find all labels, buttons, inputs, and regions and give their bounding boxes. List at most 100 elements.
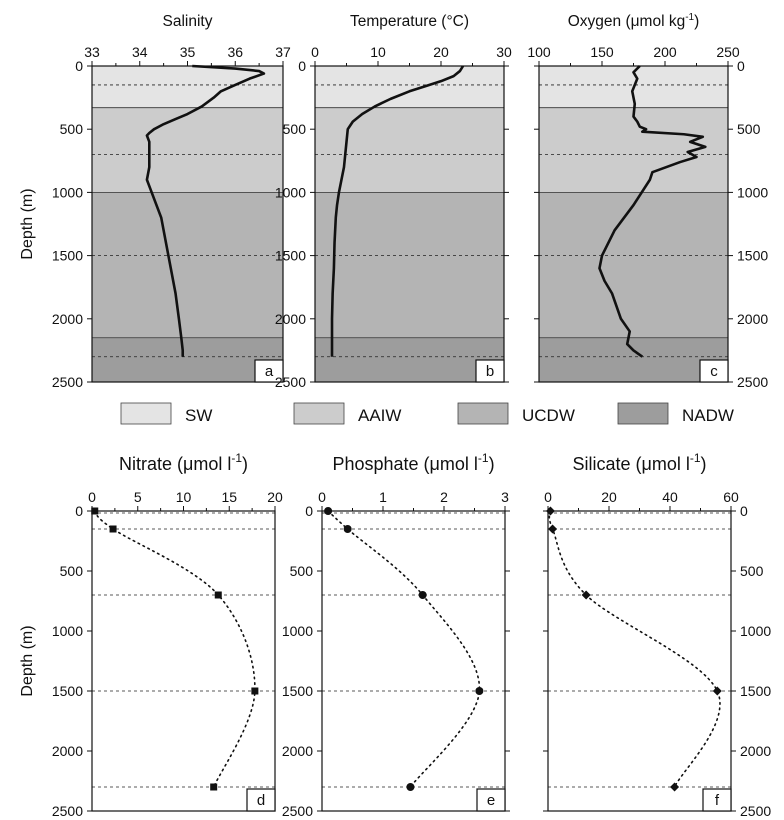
y-tick-label: 2000 (282, 743, 313, 759)
profile-line (145, 64, 266, 357)
data-point (581, 590, 591, 600)
x-tick-label: 10 (176, 489, 192, 505)
data-point (109, 525, 117, 533)
y-tick-label: 500 (737, 121, 761, 137)
legend-label-nadw: NADW (682, 406, 734, 425)
water-mass-band-aaiw (315, 107, 504, 193)
y-tick-label: 1500 (52, 683, 83, 699)
water-mass-band-nadw (539, 337, 728, 382)
y-tick-label: 1000 (282, 623, 313, 639)
panel-title: Oxygen (μmol kg-1) (568, 12, 700, 30)
y-tick-label: 2500 (52, 374, 83, 390)
y-tick-label: 1500 (52, 248, 83, 264)
x-tick-label: 2 (440, 489, 448, 505)
x-tick-label: 37 (275, 44, 291, 60)
data-point (343, 525, 352, 533)
x-tick-label: 200 (653, 44, 677, 60)
y-tick-label: 2000 (52, 743, 83, 759)
panel-a: 33 34 35 36 37 0 500 1000 1500 2000 2500 Salinity a (52, 13, 291, 390)
y-tick-label: 1500 (282, 683, 313, 699)
legend-swatch-ucdw (457, 402, 509, 425)
y-tick-label: 1000 (740, 623, 771, 639)
x-tick-label: 33 (84, 44, 100, 60)
panel-letter-box (476, 788, 506, 812)
x-tick-label: 0 (318, 489, 326, 505)
profile-line (330, 65, 465, 357)
panel-frame (321, 510, 506, 812)
legend-swatch-sw (120, 402, 172, 425)
x-tick-label: 34 (132, 44, 148, 60)
x-tick-label: 3 (501, 489, 509, 505)
legend-swatch-aaiw (293, 402, 345, 425)
x-tick-label: 150 (590, 44, 614, 60)
panel-letter-box (702, 788, 732, 812)
y-tick-label: 0 (737, 58, 745, 74)
data-point (475, 687, 484, 695)
water-mass-band-sw (92, 66, 283, 108)
legend-label-sw: SW (185, 406, 212, 425)
panel-e: 0 1 2 3 0 500 1000 1500 2000 2500 Phosphate (μmol … (282, 451, 510, 819)
water-mass-band-aaiw (539, 107, 728, 193)
x-tick-label: 15 (221, 489, 237, 505)
y-tick-label: 1500 (737, 248, 768, 264)
x-tick-label: 10 (370, 44, 386, 60)
x-tick-label: 250 (716, 44, 740, 60)
x-tick-label: 36 (227, 44, 243, 60)
x-tick-label: 0 (311, 44, 319, 60)
y-tick-label: 500 (60, 563, 84, 579)
y-tick-label: 2500 (275, 374, 306, 390)
data-point (251, 687, 259, 695)
y-tick-label: 0 (740, 503, 748, 519)
y-tick-label: 1500 (275, 248, 306, 264)
panel-letter: c (710, 363, 718, 380)
x-tick-label: 20 (267, 489, 283, 505)
panel-frame (547, 510, 732, 812)
panel-title: Nitrate (μmol l-1) (119, 451, 248, 474)
panel-c: 100 150 200 2500 500 1000 1500 2000 2500 Oxygen (… (527, 12, 768, 390)
water-mass-band-nadw (92, 337, 283, 382)
x-tick-label: 0 (544, 489, 552, 505)
interpolated-curve (93, 510, 256, 788)
panel-letter: e (487, 792, 495, 809)
x-tick-label: 60 (723, 489, 739, 505)
x-tick-label: 40 (662, 489, 678, 505)
y-tick-label: 2500 (737, 374, 768, 390)
y-tick-label: 2000 (52, 311, 83, 327)
panel-letter-box (475, 359, 505, 383)
y-tick-label: 0 (75, 58, 83, 74)
water-mass-band-sw (315, 66, 504, 108)
data-point (712, 686, 722, 696)
y-tick-label: 500 (290, 563, 314, 579)
y-tick-label: 2500 (52, 803, 83, 819)
panel-letter-box (246, 788, 276, 812)
panel-b: 0 10 20 30 0 500 1000 1500 2000 2500 Temperature (… (275, 13, 512, 390)
panel-title: Salinity (163, 13, 213, 30)
panel-title: Temperature (°C) (350, 13, 469, 30)
data-point (210, 783, 218, 791)
panel-letter: f (715, 792, 720, 809)
panel-title: Silicate (μmol l-1) (572, 451, 706, 474)
x-tick-label: 100 (527, 44, 551, 60)
water-mass-legend: SW AAIW UCDW NADW (120, 402, 734, 425)
data-point (406, 783, 415, 791)
panel-letter-box (699, 359, 729, 383)
x-tick-label: 20 (601, 489, 617, 505)
y-tick-label: 2000 (740, 743, 771, 759)
water-mass-band-aaiw (92, 107, 283, 193)
water-mass-band-ucdw (92, 192, 283, 338)
data-point (418, 591, 427, 599)
water-mass-band-ucdw (539, 192, 728, 338)
x-tick-label: 5 (134, 489, 142, 505)
profile-line (598, 65, 707, 358)
y-tick-label: 1500 (740, 683, 771, 699)
y-tick-label: 0 (305, 503, 313, 519)
y-tick-label: 1000 (52, 623, 83, 639)
y-tick-label: 500 (283, 121, 307, 137)
y-tick-label: 0 (298, 58, 306, 74)
x-tick-label: 0 (88, 489, 96, 505)
interpolated-curve (548, 510, 721, 788)
panel-letter: a (265, 363, 274, 380)
y-tick-label: 2500 (282, 803, 313, 819)
